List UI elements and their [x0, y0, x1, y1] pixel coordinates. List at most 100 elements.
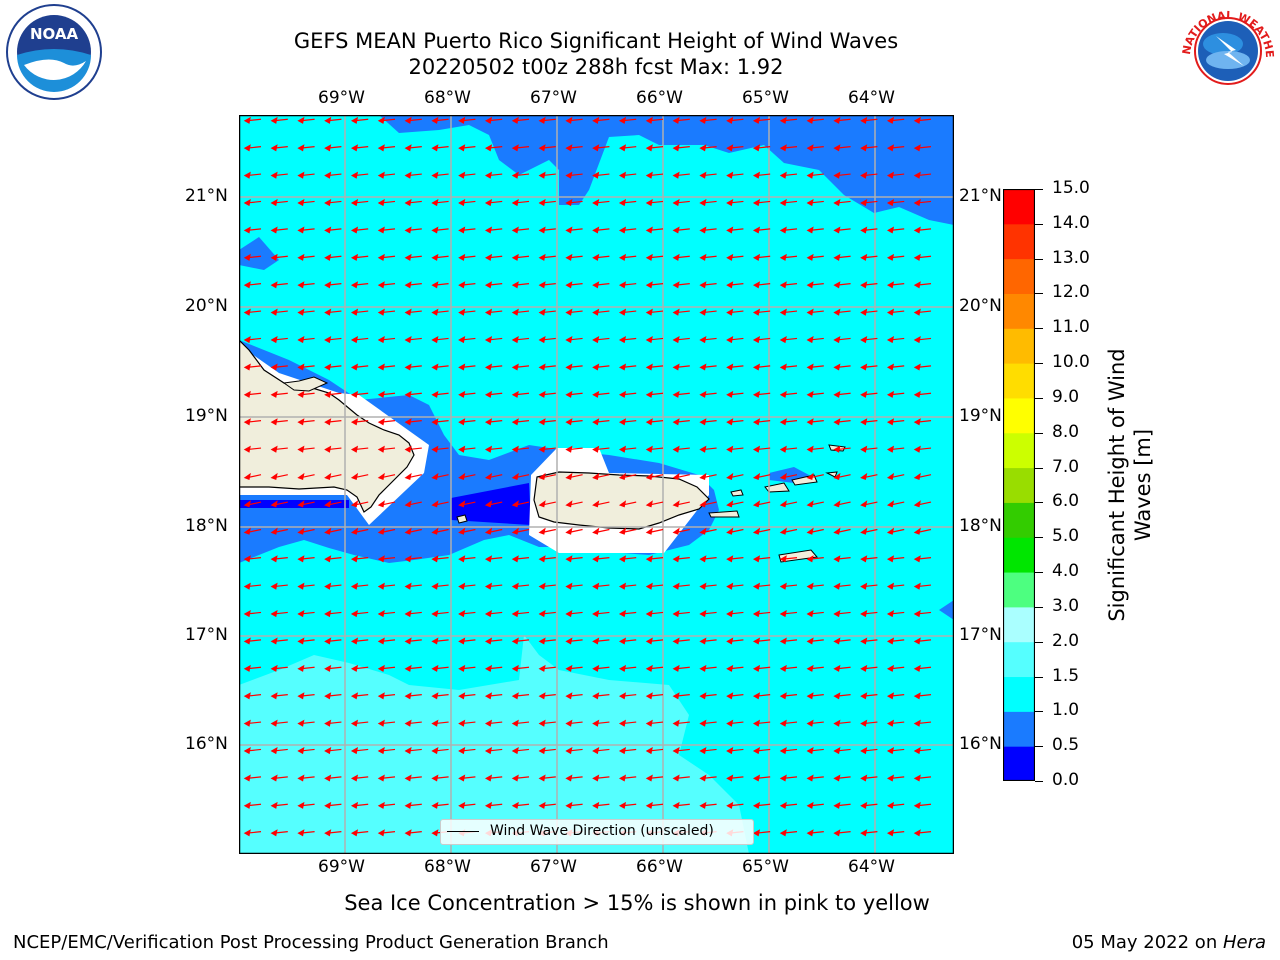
wave-direction-arrow	[377, 719, 396, 727]
wave-direction-arrow	[592, 363, 610, 371]
wave-direction-arrow	[324, 801, 342, 809]
wave-direction-arrow	[565, 363, 583, 371]
wave-direction-arrow	[618, 582, 637, 590]
wave-direction-arrow	[886, 144, 905, 152]
wave-direction-arrow	[752, 801, 771, 809]
wave-direction-arrow	[913, 226, 932, 234]
wave-direction-arrow	[538, 527, 556, 535]
wave-direction-arrow	[672, 144, 690, 152]
colorbar-segment	[1003, 502, 1035, 538]
wave-direction-arrow	[431, 774, 449, 782]
wave-direction-arrow	[672, 664, 690, 672]
wave-direction-arrow	[886, 116, 905, 124]
wave-direction-arrow	[806, 664, 824, 672]
wave-direction-arrow	[699, 719, 717, 727]
wave-direction-arrow	[860, 637, 878, 645]
wave-direction-arrow	[860, 336, 878, 344]
wave-direction-arrow	[350, 171, 369, 179]
wave-direction-arrow	[833, 719, 851, 727]
wave-direction-arrow	[699, 116, 717, 124]
wave-direction-arrow	[860, 664, 878, 672]
wave-direction-arrow	[404, 582, 422, 590]
wave-direction-arrow	[404, 829, 422, 837]
wave-direction-arrow	[297, 199, 315, 207]
wave-direction-arrow	[779, 281, 798, 289]
wave-direction-arrow	[458, 116, 476, 124]
wave-direction-arrow	[752, 582, 771, 590]
wave-direction-arrow	[618, 747, 637, 755]
wave-direction-arrow	[350, 418, 369, 426]
wave-direction-arrow	[833, 500, 851, 508]
wave-direction-arrow	[860, 747, 878, 755]
wave-direction-arrow	[913, 500, 932, 508]
wave-direction-arrow	[243, 829, 262, 837]
wave-direction-arrow	[913, 445, 932, 453]
colorbar-tick-label: 1.5	[1052, 665, 1080, 686]
wave-direction-arrow	[886, 363, 905, 371]
wave-direction-arrow	[592, 336, 610, 344]
wave-direction-arrow	[645, 582, 664, 590]
wave-direction-arrow	[350, 774, 369, 782]
colorbar-tick	[1035, 432, 1043, 434]
wave-direction-arrow	[538, 445, 556, 453]
wave-direction-arrow	[645, 801, 664, 809]
wave-direction-arrow	[243, 308, 262, 316]
wave-direction-arrow	[484, 747, 503, 755]
wave-direction-arrow	[484, 199, 503, 207]
wave-direction-arrow	[297, 253, 315, 261]
colorbar-tick-label: 11.0	[1052, 317, 1090, 338]
wave-direction-arrow	[779, 692, 798, 700]
wave-direction-arrow	[779, 527, 798, 535]
wave-direction-arrow	[860, 199, 878, 207]
wave-direction-arrow	[672, 610, 690, 618]
wave-direction-arrow	[913, 747, 932, 755]
wave-direction-arrow	[350, 527, 369, 535]
wave-direction-arrow	[404, 719, 422, 727]
colorbar-tick-label: 14.0	[1052, 212, 1090, 233]
legend-line-swatch	[447, 831, 479, 832]
wave-direction-arrow	[833, 199, 851, 207]
wave-direction-arrow	[404, 336, 422, 344]
wave-direction-arrow	[592, 719, 610, 727]
wave-direction-arrow	[806, 336, 824, 344]
wave-direction-arrow	[672, 418, 690, 426]
wave-direction-arrow	[672, 500, 690, 508]
wave-direction-arrow	[699, 445, 717, 453]
wave-direction-arrow	[565, 418, 583, 426]
lon-label-bottom: 68°W	[424, 857, 471, 877]
wave-direction-arrow	[726, 747, 744, 755]
wave-direction-arrow	[618, 801, 637, 809]
wave-direction-arrow	[377, 336, 396, 344]
wave-direction-arrow	[913, 199, 932, 207]
wave-direction-arrow	[699, 226, 717, 234]
wave-direction-arrow	[511, 226, 530, 234]
wave-direction-arrow	[645, 199, 664, 207]
wave-direction-arrow	[484, 472, 503, 481]
wave-direction-arrow	[243, 226, 262, 234]
footer-host: Hera	[1222, 932, 1266, 953]
wave-direction-arrow	[377, 582, 396, 590]
wave-direction-arrow	[324, 253, 342, 261]
wave-direction-arrow	[779, 336, 798, 344]
wave-direction-arrow	[377, 747, 396, 755]
wave-direction-arrow	[779, 390, 798, 398]
wave-direction-arrow	[672, 390, 690, 398]
wave-direction-arrow	[538, 472, 556, 481]
colorbar-segment	[1003, 467, 1035, 503]
wave-direction-arrow	[645, 253, 664, 261]
wave-direction-arrow	[618, 774, 637, 782]
wave-direction-arrow	[243, 472, 262, 481]
wave-direction-arrow	[699, 418, 717, 426]
wave-direction-arrow	[565, 637, 583, 645]
wave-direction-arrow	[297, 692, 315, 700]
wave-direction-arrow	[779, 226, 798, 234]
wave-direction-arrow	[699, 555, 717, 563]
wave-direction-arrow	[377, 774, 396, 782]
lon-label-bottom: 66°W	[636, 857, 683, 877]
wave-direction-arrow	[645, 637, 664, 645]
wave-direction-arrow	[538, 281, 556, 289]
wave-direction-arrow	[779, 801, 798, 809]
wave-direction-arrow	[511, 500, 530, 508]
wave-direction-arrow	[860, 829, 878, 837]
wave-direction-arrow	[350, 664, 369, 672]
